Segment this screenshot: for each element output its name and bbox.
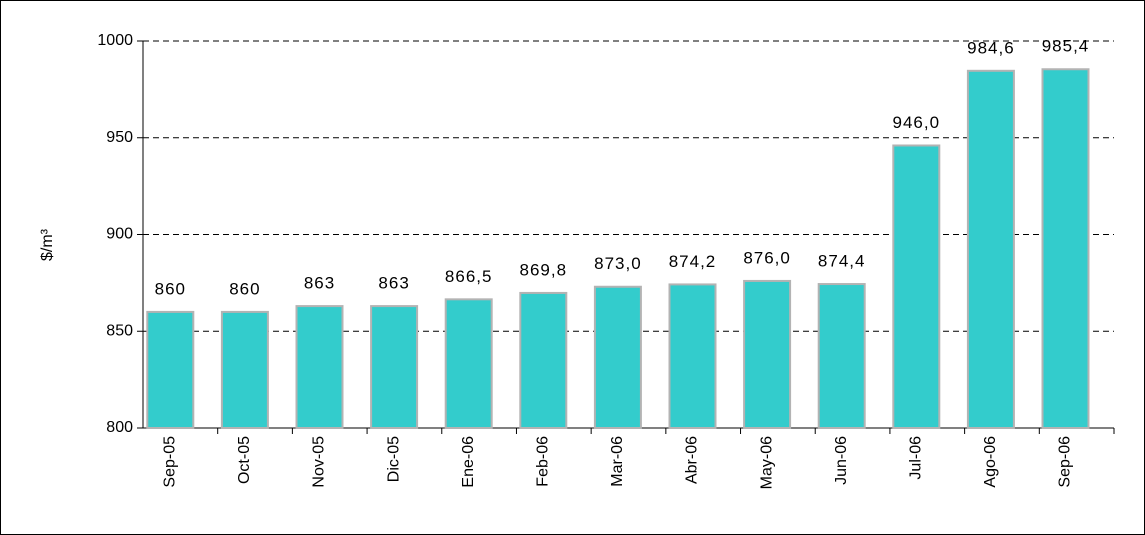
y-tick-label: 950 (106, 129, 133, 146)
x-tick-label: Sep-05 (162, 436, 179, 488)
x-tick-label: Dic-05 (385, 436, 402, 482)
bar (1041, 68, 1090, 429)
bar (817, 283, 866, 430)
value-label: 863 (378, 274, 409, 293)
bar (519, 291, 568, 430)
bar (444, 298, 493, 430)
bar (743, 279, 792, 429)
value-label: 869,8 (520, 260, 568, 279)
value-label: 985,4 (1042, 37, 1090, 56)
value-label: 863 (304, 274, 335, 293)
bar (668, 283, 717, 429)
x-tick-label: Oct-05 (236, 436, 253, 484)
value-label: 946,0 (893, 113, 941, 132)
y-tick-label: 850 (106, 322, 133, 339)
x-tick-label: Feb-06 (535, 436, 552, 487)
y-axis-label: $/m³ (39, 228, 56, 261)
x-tick-label: Sep-06 (1057, 436, 1074, 488)
x-tick-label: May-06 (758, 436, 775, 489)
bar (966, 69, 1015, 429)
value-label: 874,4 (818, 252, 866, 271)
x-tick-label: Abr-06 (684, 436, 701, 484)
x-tick-label: Jun-06 (833, 436, 850, 485)
y-tick-label: 900 (106, 226, 133, 243)
x-tick-label: Nov-05 (311, 436, 328, 488)
value-label: 873,0 (594, 254, 642, 273)
bar (892, 144, 941, 430)
y-tick-label: 800 (106, 419, 133, 436)
bar (146, 310, 195, 429)
bar (593, 285, 642, 429)
bar (295, 305, 344, 429)
x-tick-label: Ago-06 (982, 436, 999, 488)
x-tick-label: Jul-06 (908, 436, 925, 480)
bar (370, 305, 419, 429)
y-tick-label: 1000 (97, 32, 133, 49)
x-tick-label: Ene-06 (460, 436, 477, 488)
value-label: 984,6 (967, 38, 1015, 57)
bar (220, 310, 269, 429)
value-label: 860 (155, 279, 186, 298)
value-label: 860 (229, 279, 260, 298)
value-label: 876,0 (743, 248, 791, 267)
x-tick-label: Mar-06 (609, 436, 626, 487)
value-label: 874,2 (669, 252, 717, 271)
value-label: 866,5 (445, 267, 493, 286)
